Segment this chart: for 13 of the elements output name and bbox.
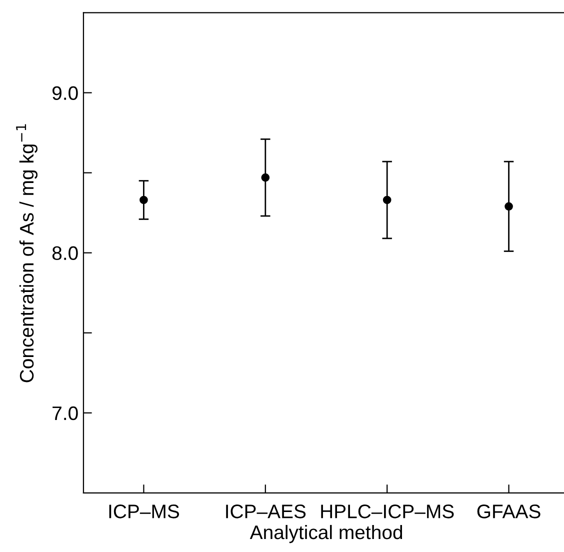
x-tick-label: ICP–MS [109,504,180,518]
point [140,196,148,204]
y-tick-label: 9.0 [52,86,78,100]
y-tick-label: 8.0 [52,246,78,260]
point [504,202,513,211]
y-tick-label: 7.0 [52,406,78,420]
x-tick-label: ICP–AES [226,504,306,518]
y-axis-title: Concentration of As / mg kg$^{−1}$ [16,124,38,382]
x-axis-title: Analytical method [250,524,402,544]
x-tick-label: HPLC–ICP–MS [321,504,454,518]
point [382,196,392,204]
point [261,173,270,182]
x-tick-label: GFAAS [477,504,540,518]
